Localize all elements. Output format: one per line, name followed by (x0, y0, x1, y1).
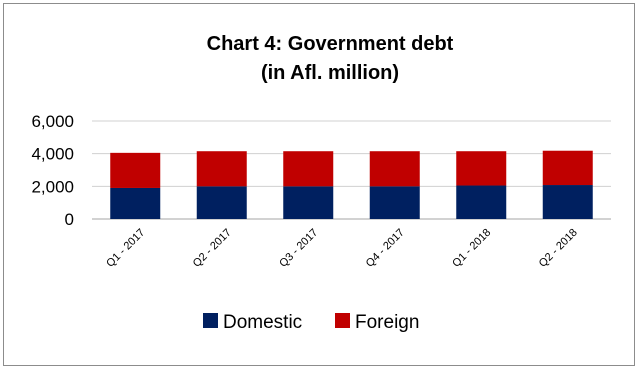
legend-label-domestic: Domestic (223, 312, 302, 333)
bar-domestic (456, 185, 507, 219)
x-tick-label: Q1 - 2018 (450, 227, 493, 270)
x-tick-label: Q4 - 2017 (364, 227, 407, 270)
y-axis-labels: 0 2,000 4,000 6,000 (31, 112, 74, 229)
bar-foreign (196, 151, 247, 187)
x-tick-label: Q2 - 2018 (537, 227, 580, 270)
y-tick-label: 6,000 (31, 112, 74, 131)
gridlines (92, 120, 611, 220)
chart-title: Chart 4: Government debt (207, 33, 454, 55)
bars (110, 150, 593, 219)
bar-foreign (110, 152, 161, 188)
legend-label-foreign: Foreign (355, 312, 419, 333)
y-tick-label: 2,000 (31, 177, 74, 196)
y-tick-label: 0 (65, 210, 74, 229)
y-tick-label: 4,000 (31, 145, 74, 164)
x-tick-label: Q2 - 2017 (191, 227, 234, 270)
bar-foreign (369, 151, 420, 187)
bar-domestic (283, 186, 334, 219)
x-axis-labels: Q1 - 2017 Q2 - 2017 Q3 - 2017 Q4 - 2017 Q1 -… (104, 227, 580, 270)
legend-swatch-foreign (335, 313, 350, 328)
bar-domestic (369, 186, 420, 219)
bar-foreign (542, 150, 593, 186)
bar-foreign (283, 151, 334, 187)
legend-swatch-domestic (203, 313, 218, 328)
legend: Domestic Foreign (203, 312, 419, 333)
bar-domestic (196, 186, 247, 219)
chart-subtitle: (in Afl. million) (261, 62, 399, 84)
x-tick-label: Q3 - 2017 (277, 227, 320, 270)
bar-domestic (110, 187, 161, 219)
bar-foreign (456, 151, 507, 186)
x-tick-label: Q1 - 2017 (104, 227, 147, 270)
bar-domestic (542, 185, 593, 219)
